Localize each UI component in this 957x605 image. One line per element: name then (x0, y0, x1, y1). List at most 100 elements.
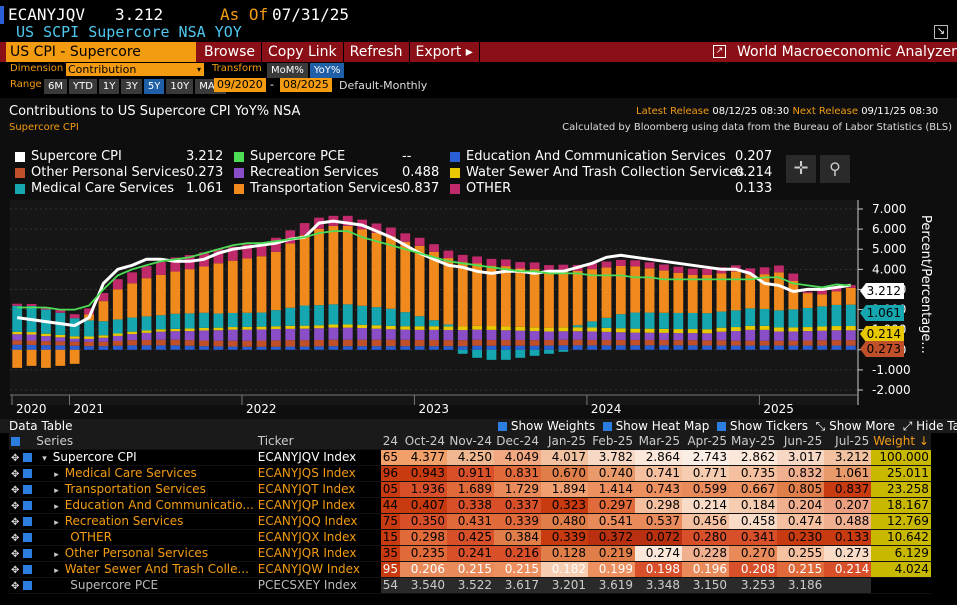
row-checkbox-cell[interactable]: ✥ (9, 481, 35, 498)
legend-item[interactable]: Medical Care Services (15, 181, 174, 196)
table-row[interactable]: ✥ OTHER ECANYJQX Index 15 0.298 0.425 0.384 0.… (9, 529, 931, 546)
frequency-label[interactable]: Default-Monthly (339, 79, 428, 92)
column-header[interactable]: Weight ↓ (871, 433, 931, 450)
series-name[interactable]: ▸ Education And Communicatio... (34, 497, 256, 514)
column-header[interactable]: May-25 (729, 433, 778, 450)
drag-handle-icon[interactable]: ✥ (11, 549, 20, 560)
app-title[interactable]: World Macroeconomic Analyzer (737, 44, 957, 60)
range-1y-button[interactable]: 1Y (98, 79, 120, 94)
legend-item[interactable]: Transportation Services (234, 181, 403, 196)
series-name[interactable]: ▸ Water Sewer And Trash Colle... (34, 561, 256, 578)
expand-icon[interactable]: ▸ (54, 470, 59, 480)
table-row[interactable]: ✥ ▸ Transportation Services ECANYJQT Index… (9, 481, 931, 498)
legend-item[interactable]: Other Personal Services (15, 165, 186, 180)
column-header[interactable]: 24 (380, 433, 401, 450)
transform-mom-button[interactable]: MoM% (267, 63, 308, 78)
drag-handle-icon[interactable]: ✥ (11, 485, 20, 496)
crosshair-icon[interactable]: ✛ (786, 155, 816, 183)
series-name[interactable]: ▾ Supercore CPI (34, 449, 256, 466)
zoom-icon[interactable]: ⚲ (820, 155, 850, 183)
legend-item[interactable]: Water Sewer And Trash Collection Service… (450, 165, 744, 180)
range-10y-button[interactable]: 10Y (166, 79, 194, 94)
row-checkbox-cell[interactable]: ✥ (9, 545, 35, 562)
column-header[interactable]: Apr-25 (682, 433, 730, 450)
series-name[interactable]: OTHER (34, 529, 256, 546)
column-header[interactable]: Oct-24 (400, 433, 448, 450)
ticker-cell[interactable]: PCECSXEY Index (255, 577, 381, 594)
show-more-button[interactable]: ⤡ Show More (816, 419, 895, 433)
table-row[interactable]: ✥ ▸ Water Sewer And Trash Colle... ECANYJQ… (9, 561, 931, 578)
ticker-cell[interactable]: ECANYJQS Index (255, 465, 381, 482)
end-date-input[interactable]: 08/2025 (280, 78, 332, 92)
expand-icon[interactable]: ▸ (54, 566, 59, 576)
series-name[interactable]: ▸ Other Personal Services (34, 545, 256, 562)
ticker-cell[interactable]: ECANYJQV Index (255, 449, 381, 466)
row-checkbox-cell[interactable]: ✥ (9, 465, 35, 482)
column-header[interactable]: Jul-25 (824, 433, 872, 450)
expand-icon[interactable]: ▸ (54, 518, 59, 528)
legend-item[interactable]: OTHER (450, 181, 511, 196)
range-3y-button[interactable]: 3Y (121, 79, 142, 94)
table-row[interactable]: ✥ ▸ Other Personal Services ECANYJQR Index… (9, 545, 931, 562)
row-checkbox-cell[interactable]: ✥ (9, 529, 35, 546)
legend-item[interactable]: Supercore CPI (15, 149, 122, 164)
column-header[interactable]: Jan-25 (541, 433, 589, 450)
drag-handle-icon[interactable]: ✥ (11, 533, 20, 544)
table-row[interactable]: ✥ ▸ Medical Care Services ECANYJQS Index 96… (9, 465, 931, 482)
drag-handle-icon[interactable]: ✥ (11, 469, 20, 480)
ticker-cell[interactable]: ECANYJQX Index (255, 529, 381, 546)
start-date-input[interactable]: 09/2020 (214, 78, 266, 92)
column-header[interactable]: Series (34, 433, 256, 450)
refresh-button[interactable]: Refresh (344, 42, 410, 62)
show-tickers-toggle[interactable]: Show Tickers (717, 419, 808, 433)
row-checkbox-cell[interactable]: ✥ (9, 577, 35, 594)
contribution-chart[interactable]: 7.0006.0005.0004.0003.0002.0001.0000.000… (0, 200, 957, 422)
ticker-cell[interactable]: ECANYJQT Index (255, 481, 381, 498)
header-checkbox-cell[interactable] (9, 433, 35, 450)
show-weights-toggle[interactable]: Show Weights (498, 419, 595, 433)
range-5y-button[interactable]: 5Y (143, 79, 165, 94)
expand-icon[interactable]: ▸ (54, 550, 59, 560)
legend-item[interactable]: Supercore PCE (234, 149, 345, 164)
column-header[interactable]: Jun-25 (777, 433, 825, 450)
series-name[interactable]: ▸ Transportation Services (34, 481, 256, 498)
legend-item[interactable]: Recreation Services (234, 165, 378, 180)
ticker-cell[interactable]: ECANYJQR Index (255, 545, 381, 562)
legend-item[interactable]: Education And Communication Services (450, 149, 726, 164)
column-header[interactable]: Feb-25 (588, 433, 636, 450)
series-name[interactable]: ▸ Medical Care Services (34, 465, 256, 482)
ticker-cell[interactable]: ECANYJQP Index (255, 497, 381, 514)
table-row[interactable]: ✥ Supercore PCE PCECSXEY Index 54 3.540 3.52… (9, 577, 931, 594)
drag-handle-icon[interactable]: ✥ (11, 581, 20, 592)
range-ytd-button[interactable]: YTD (69, 79, 97, 94)
drag-handle-icon[interactable]: ✥ (11, 565, 20, 576)
ticker-cell[interactable]: ECANYJQW Index (255, 561, 381, 578)
column-header[interactable]: Nov-24 (447, 433, 495, 450)
show-heat-map-toggle[interactable]: Show Heat Map (602, 419, 709, 433)
expand-icon[interactable]: ▸ (54, 486, 59, 496)
row-checkbox-cell[interactable]: ✥ (9, 561, 35, 578)
app-title-icon[interactable]: ↗ (713, 45, 726, 58)
browse-button[interactable]: Browse (198, 42, 262, 62)
copy-link-button[interactable]: Copy Link (262, 42, 344, 62)
transform-yoy-button[interactable]: YoY% (309, 63, 345, 78)
column-header[interactable]: Dec-24 (494, 433, 542, 450)
expand-icon[interactable]: ▸ (54, 502, 59, 512)
table-row[interactable]: ✥ ▾ Supercore CPI ECANYJQV Index 65 4.377 4.2… (9, 449, 931, 466)
drag-handle-icon[interactable]: ✥ (11, 501, 20, 512)
table-row[interactable]: ✥ ▸ Recreation Services ECANYJQQ Index 75 0.… (9, 513, 931, 530)
table-row[interactable]: ✥ ▸ Education And Communicatio... ECANYJQP… (9, 497, 931, 514)
range-6m-button[interactable]: 6M (44, 79, 67, 94)
row-checkbox-cell[interactable]: ✥ (9, 449, 35, 466)
series-name[interactable]: ▸ Recreation Services (34, 513, 256, 530)
row-checkbox-cell[interactable]: ✥ (9, 513, 35, 530)
ticker-cell[interactable]: ECANYJQQ Index (255, 513, 381, 530)
popout-icon[interactable]: ↘ (934, 25, 948, 39)
collapse-icon[interactable]: ▾ (42, 454, 47, 464)
hide-table-button[interactable]: ⤢ Hide Table (903, 419, 957, 433)
export-button[interactable]: Export ▸ (410, 42, 480, 62)
series-name[interactable]: Supercore PCE (34, 577, 256, 594)
column-header[interactable]: Ticker (255, 433, 381, 450)
dimension-select[interactable]: Contribution ▾ (66, 63, 204, 76)
security-selector[interactable]: US CPI - Supercore (6, 42, 196, 62)
